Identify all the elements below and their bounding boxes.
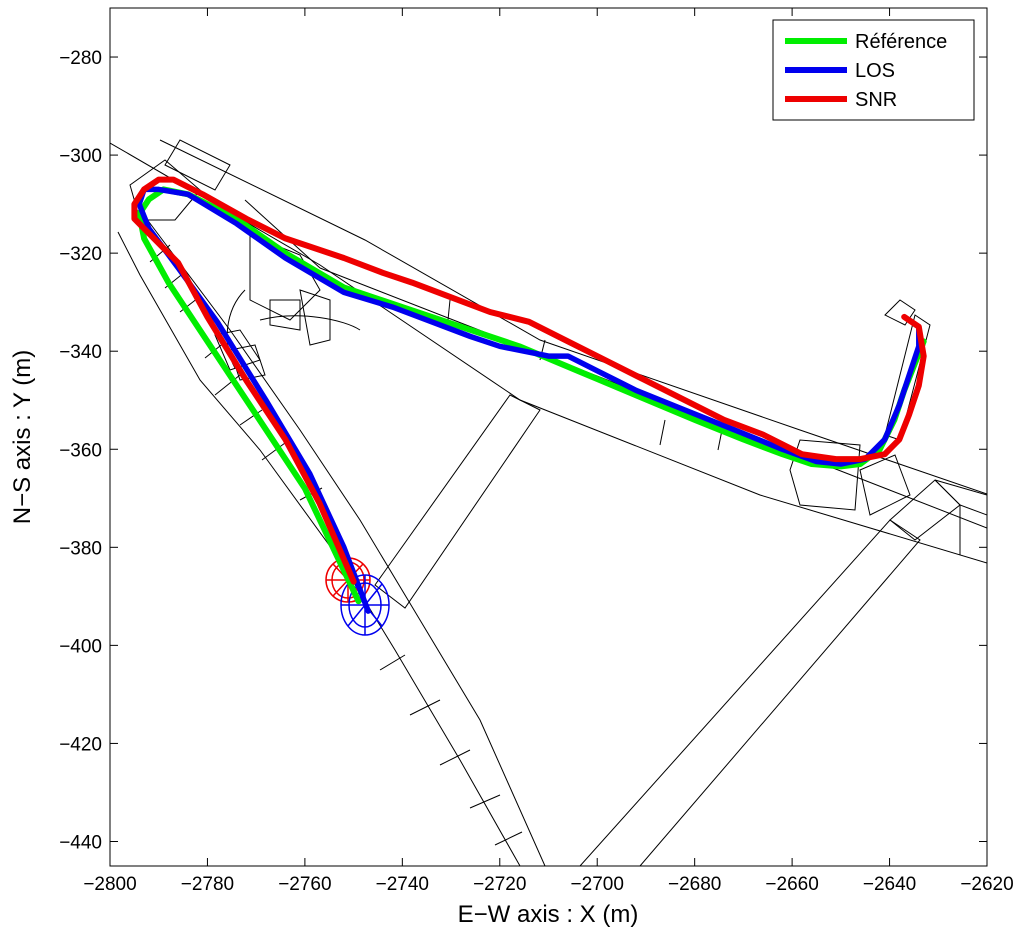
y-tick-label: −280 <box>59 48 102 69</box>
series-line-snr <box>131 176 927 585</box>
y-tick-label: −320 <box>59 244 102 265</box>
y-tick-label: −360 <box>59 440 102 461</box>
x-tick-label: −2740 <box>376 874 429 895</box>
y-tick-label: −420 <box>59 734 102 755</box>
y-tick-label: −340 <box>59 342 102 363</box>
legend: Référence LOS SNR <box>772 19 975 121</box>
series-layer <box>131 176 927 614</box>
y-axis-label: N−S axis : Y (m) <box>9 350 36 525</box>
y-tick-label: −380 <box>59 538 102 559</box>
y-tick-label: −300 <box>59 146 102 167</box>
x-tick-label: −2720 <box>473 874 526 895</box>
x-tick-label: −2660 <box>765 874 818 895</box>
x-tick-label: −2700 <box>571 874 624 895</box>
legend-label: Référence <box>855 31 947 53</box>
x-axis: −2800 −2780 −2760 −2740 −2720 −2700 −2680 −2660… <box>83 8 1014 895</box>
legend-label: LOS <box>855 60 895 82</box>
y-axis: −280 −300 −320 −340 −360 −380 −400 −420 −440 <box>59 48 987 853</box>
x-tick-label: −2680 <box>668 874 721 895</box>
x-tick-label: −2640 <box>863 874 916 895</box>
y-tick-label: −440 <box>59 832 102 853</box>
x-tick-label: −2760 <box>278 874 331 895</box>
x-tick-label: −2780 <box>181 874 234 895</box>
plot-area-frame <box>109 7 988 867</box>
building-outlines <box>110 139 987 866</box>
legend-label: SNR <box>855 89 897 111</box>
x-tick-label: −2620 <box>960 874 1013 895</box>
y-tick-label: −400 <box>59 636 102 657</box>
x-tick-label: −2800 <box>83 874 136 895</box>
x-axis-label: E−W axis : X (m) <box>458 901 639 928</box>
